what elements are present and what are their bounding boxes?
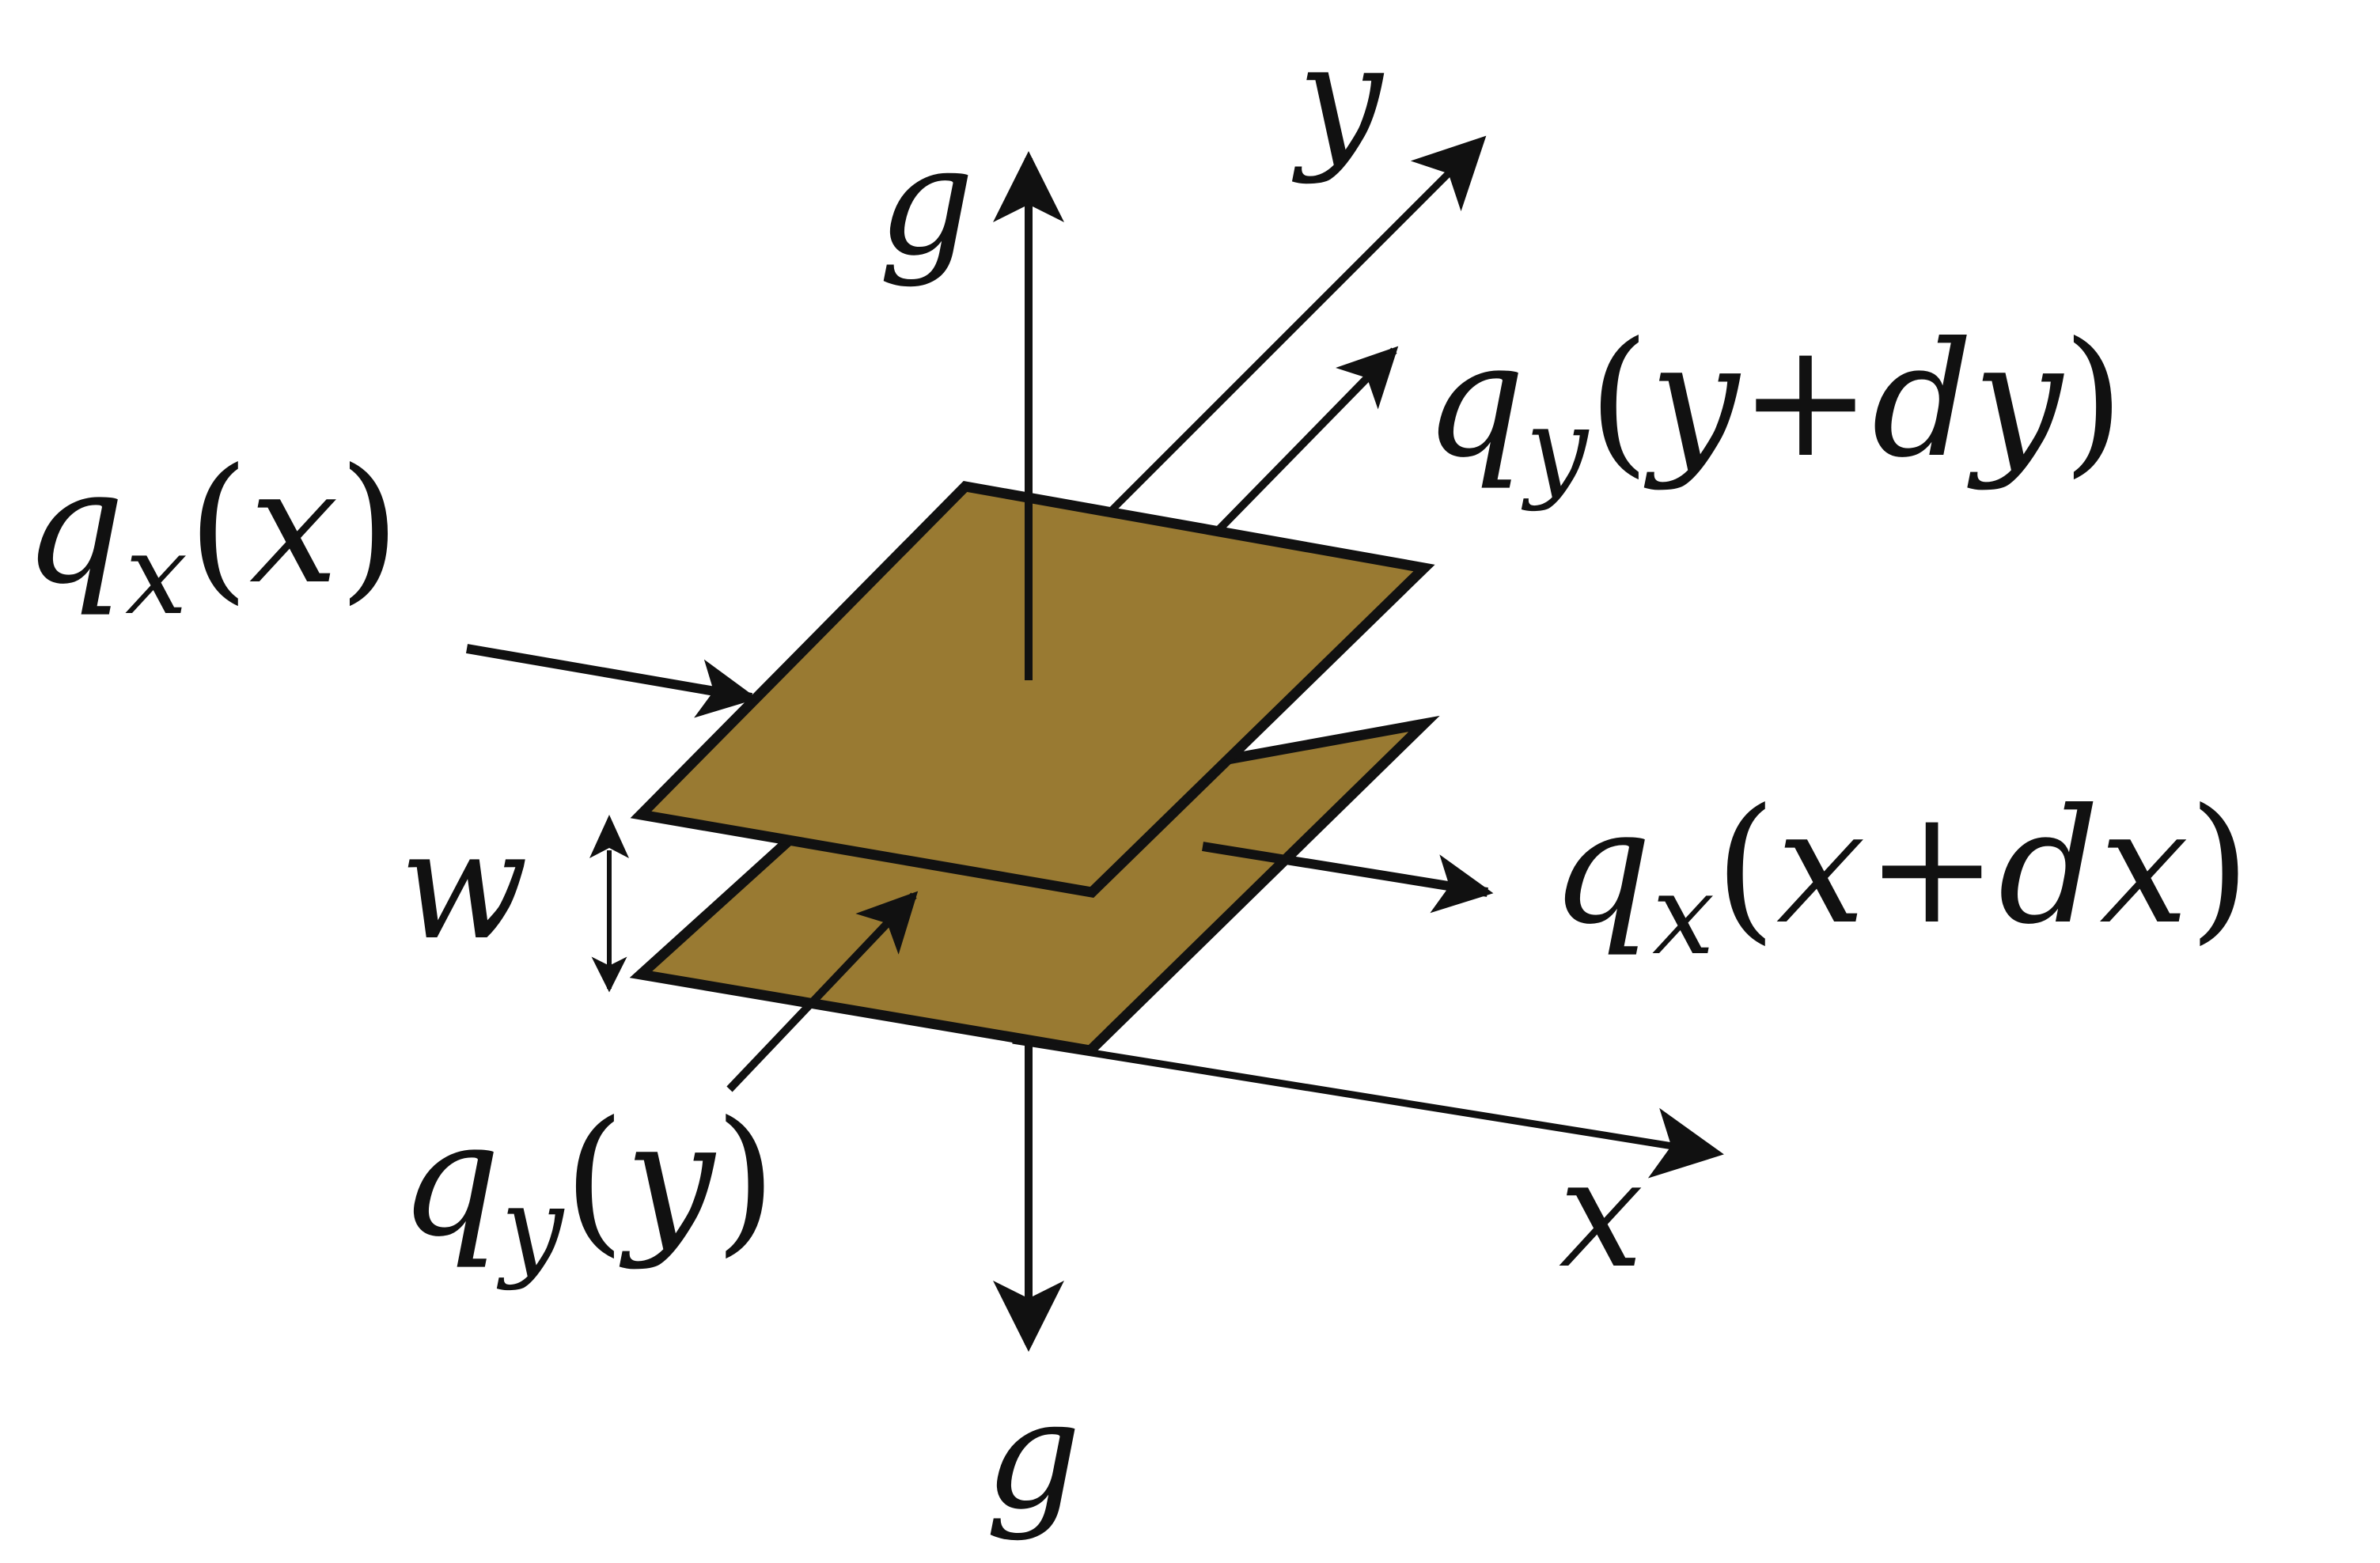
qy-in-q: q xyxy=(400,1088,501,1272)
label-qy-out: qy(y+dy) xyxy=(1424,308,2124,513)
qx-out-arg: x xyxy=(1776,775,1866,959)
label-w: w xyxy=(400,798,529,973)
qx-out-q: q xyxy=(1551,775,1652,959)
qy-out-d: dy xyxy=(1872,308,2065,493)
qx-out-plus: + xyxy=(1866,775,1999,959)
label-g-bottom: g xyxy=(985,1368,1082,1542)
qy-in-sub: y xyxy=(496,1164,565,1292)
label-g-top: g xyxy=(878,114,975,289)
qy-in-arrow xyxy=(726,891,919,1092)
qx-in-close: ) xyxy=(339,435,400,619)
qx-in-open: ( xyxy=(188,435,249,619)
qy-out-plus: + xyxy=(1739,308,1872,493)
qx-in-q: q xyxy=(24,435,125,619)
qx-out-arrow xyxy=(1202,842,1494,914)
qy-in-arg: y xyxy=(619,1088,717,1272)
qx-in-arrow xyxy=(465,644,758,718)
label-qx-out: qx(x+dx) xyxy=(1551,775,2250,980)
y-axis-line xyxy=(1109,135,1487,513)
qx-in-sub: x xyxy=(125,511,188,640)
qx-out-close: ) xyxy=(2189,775,2250,959)
qy-out-q: q xyxy=(1424,308,1525,493)
label-qx-in: qx(x) xyxy=(24,435,400,640)
x-axis-line xyxy=(1012,1036,1724,1179)
label-x-axis: x xyxy=(1559,1126,1643,1301)
qx-out-d: dx xyxy=(1998,775,2189,959)
label-qy-in: qy(y) xyxy=(400,1088,776,1292)
w-arrowhead-top xyxy=(589,815,629,858)
qy-out-arrow xyxy=(1215,346,1399,533)
qy-in-close: ) xyxy=(714,1088,776,1272)
qy-out-close: ) xyxy=(2063,308,2124,493)
qx-out-sub: x xyxy=(1652,851,1715,980)
qx-in-arg: x xyxy=(249,435,339,619)
qy-out-arg: y xyxy=(1643,308,1741,493)
label-y-axis: y xyxy=(1291,11,1385,186)
qx-out-open: ( xyxy=(1715,775,1776,959)
qy-out-open: ( xyxy=(1588,308,1650,493)
qy-in-open: ( xyxy=(563,1088,625,1272)
qy-out-sub: y xyxy=(1521,384,1590,513)
